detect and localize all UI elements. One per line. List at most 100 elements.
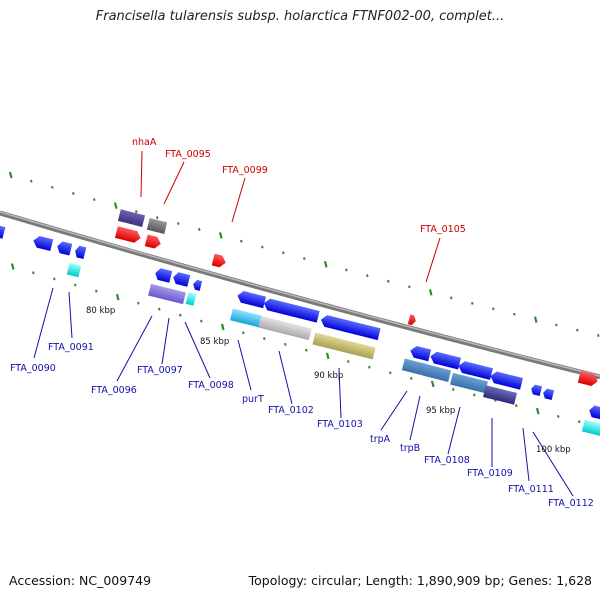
label-fta-0109[interactable]: FTA_0109 xyxy=(467,468,513,479)
gene-fta-0094[interactable] xyxy=(117,209,146,227)
label-fta-0097[interactable]: FTA_0097 xyxy=(137,365,183,376)
tick-mark xyxy=(51,185,54,189)
label-trpa[interactable]: trpA xyxy=(370,434,391,445)
label-fta-0103[interactable]: FTA_0103 xyxy=(317,419,363,430)
tick-mark xyxy=(261,245,264,249)
gene-fta-0091a[interactable] xyxy=(56,240,73,256)
tick-mark xyxy=(53,277,56,281)
gene-fta-0111b[interactable] xyxy=(542,388,555,401)
tick-mark xyxy=(473,393,476,397)
tick-mark xyxy=(218,232,223,239)
tick-mark xyxy=(347,360,350,363)
genome-summary-text: Topology: circular; Length: 1,890,909 bp… xyxy=(248,573,592,588)
tick-mark xyxy=(220,323,225,331)
gene-fta-0109[interactable] xyxy=(483,385,517,405)
gene-purt-b[interactable] xyxy=(229,308,263,328)
gene-fta-0096[interactable] xyxy=(154,267,173,283)
label-fta-0112[interactable]: FTA_0112 xyxy=(548,498,594,509)
gene-trpa[interactable] xyxy=(401,358,427,376)
label-fta-0108[interactable]: FTA_0108 xyxy=(424,455,470,466)
gene-fta-0101[interactable] xyxy=(262,297,320,323)
tick-mark xyxy=(368,365,371,369)
label-fta-0090[interactable]: FTA_0090 xyxy=(10,363,56,374)
scale-label-85: 85 kbp xyxy=(200,337,229,347)
gene-fta-0111a[interactable] xyxy=(530,384,543,397)
label-purt[interactable]: purT xyxy=(242,394,264,405)
scale-label-95: 95 kbp xyxy=(426,406,455,416)
tick-mark xyxy=(366,274,369,278)
reverse-gene-labels: FTA_0090 FTA_0091 FTA_0096 FTA_0097 FTA_… xyxy=(10,342,594,509)
tick-mark xyxy=(158,307,161,311)
tick-mark xyxy=(428,289,433,296)
tick-mark xyxy=(323,261,328,268)
gene-fta-0112a[interactable] xyxy=(588,404,600,420)
tick-mark xyxy=(10,263,15,270)
tick-mark xyxy=(533,316,538,323)
tick-mark xyxy=(135,210,138,214)
label-fta-0096[interactable]: FTA_0096 xyxy=(91,385,137,396)
tick-mark xyxy=(578,420,581,424)
tick-mark xyxy=(557,414,560,418)
gene-trpb-a[interactable] xyxy=(429,351,462,370)
label-fta-0105[interactable]: FTA_0105 xyxy=(420,224,466,235)
label-fta-0095[interactable]: FTA_0095 xyxy=(165,149,211,160)
tick-mark xyxy=(408,285,411,289)
gene-fta-0112[interactable] xyxy=(581,419,600,437)
gene-fta-0091c[interactable] xyxy=(66,262,82,278)
tick-mark xyxy=(113,202,118,209)
tick-mark xyxy=(303,257,306,261)
tick-mark xyxy=(305,348,308,352)
tick-mark xyxy=(95,289,98,293)
gene-trpa-a[interactable] xyxy=(409,345,432,362)
scale-label-80: 80 kbp xyxy=(86,306,115,316)
tick-mark xyxy=(555,323,558,327)
gene-fta-0095[interactable] xyxy=(146,218,168,234)
label-nhaa[interactable]: nhaA xyxy=(132,137,157,148)
gene-fta-0105[interactable] xyxy=(407,314,417,326)
gene-fta-0090[interactable] xyxy=(32,235,54,251)
tick-mark xyxy=(345,268,348,272)
label-fta-0102[interactable]: FTA_0102 xyxy=(268,405,314,416)
tick-mark xyxy=(72,192,75,195)
tick-mark xyxy=(284,342,287,346)
scale-label-100: 100 kbp xyxy=(536,445,571,455)
label-fta-0098[interactable]: FTA_0098 xyxy=(188,380,234,391)
gene-fta-0103a[interactable] xyxy=(319,314,381,341)
label-fta-0099[interactable]: FTA_0099 xyxy=(222,165,268,176)
gene-purt[interactable] xyxy=(236,290,267,309)
gene-fta-0109a[interactable] xyxy=(489,370,523,390)
tick-mark xyxy=(30,179,33,183)
tick-mark xyxy=(389,371,392,375)
tick-mark xyxy=(535,407,540,415)
label-fta-0091[interactable]: FTA_0091 xyxy=(48,342,94,353)
gene-fta-0098[interactable] xyxy=(185,292,197,306)
gene-fta-0097[interactable] xyxy=(148,283,186,305)
gene-fta-0108a[interactable] xyxy=(457,360,493,380)
gene-fta-0097a[interactable] xyxy=(172,271,191,287)
gene-fta-0113f[interactable] xyxy=(577,371,599,387)
tick-mark xyxy=(263,337,266,341)
tick-mark xyxy=(177,222,180,226)
tick-mark xyxy=(137,301,140,305)
gene-fta-0108[interactable] xyxy=(450,372,488,394)
gene-fta-0089[interactable] xyxy=(0,224,6,239)
gene-nhaa[interactable] xyxy=(114,226,142,244)
gene-fta-0099[interactable] xyxy=(211,253,228,269)
gene-features[interactable] xyxy=(0,209,600,437)
tick-mark xyxy=(492,307,495,311)
label-fta-0111[interactable]: FTA_0111 xyxy=(508,484,554,495)
gene-fta-0103[interactable] xyxy=(312,332,376,360)
tick-mark xyxy=(198,228,201,231)
gene-fta-0098a[interactable] xyxy=(192,279,203,291)
gene-trpb[interactable] xyxy=(422,364,452,382)
tick-mark xyxy=(325,352,330,360)
genome-backbone xyxy=(0,210,600,380)
label-trpb[interactable]: trpB xyxy=(400,443,420,454)
scale-labels: 80 kbp 85 kbp 90 kbp 95 kbp 100 kbp xyxy=(86,306,571,455)
gene-fta-0102[interactable] xyxy=(258,315,312,341)
gene-fta-0096f[interactable] xyxy=(144,234,162,249)
tick-mark xyxy=(200,319,203,323)
gene-fta-0091b[interactable] xyxy=(74,245,87,260)
tick-mark xyxy=(471,301,474,305)
